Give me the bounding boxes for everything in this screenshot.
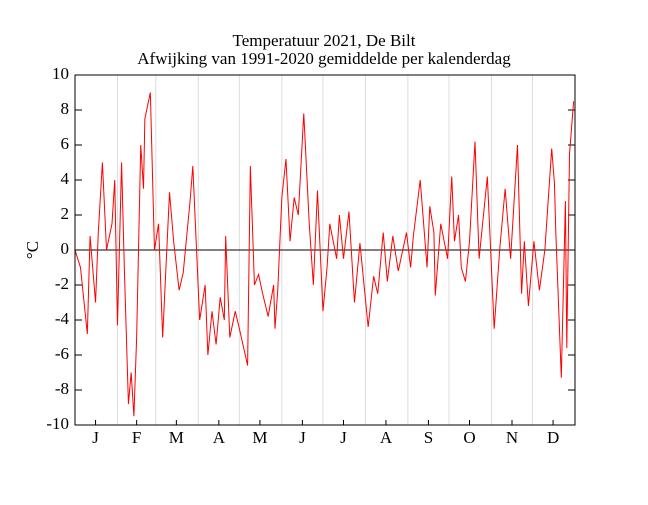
x-tick-label: J	[340, 428, 347, 447]
x-tick-label: D	[547, 428, 559, 447]
x-tick-label: M	[169, 428, 184, 447]
y-tick-label: -2	[55, 274, 69, 293]
plot-frame	[74, 74, 576, 426]
x-tick-label: A	[213, 428, 226, 447]
y-tick-label: 4	[61, 169, 70, 188]
x-tick-label: J	[299, 428, 306, 447]
chart-title: Temperatuur 2021, De Bilt	[233, 31, 416, 50]
y-tick-label: -6	[55, 344, 69, 363]
x-tick-label: N	[506, 428, 518, 447]
x-tick-label: J	[92, 428, 99, 447]
y-tick-label: 8	[61, 99, 70, 118]
x-tick-label: F	[132, 428, 141, 447]
x-tick-label: A	[380, 428, 393, 447]
y-axis-label: °C	[23, 241, 42, 259]
y-tick-label: 10	[52, 64, 69, 83]
y-tick-label: 6	[61, 134, 70, 153]
y-tick-label: 2	[61, 204, 70, 223]
chart-subtitle: Afwijking van 1991-2020 gemiddelde per k…	[137, 49, 511, 68]
data-line	[74, 92, 575, 417]
x-tick-label: M	[252, 428, 267, 447]
x-tick-label: O	[463, 428, 475, 447]
y-tick-label: -4	[55, 309, 70, 328]
y-tick-label: 0	[61, 239, 70, 258]
x-tick-label: S	[424, 428, 433, 447]
y-tick-label: -10	[46, 414, 69, 433]
y-tick-label: -8	[55, 379, 69, 398]
